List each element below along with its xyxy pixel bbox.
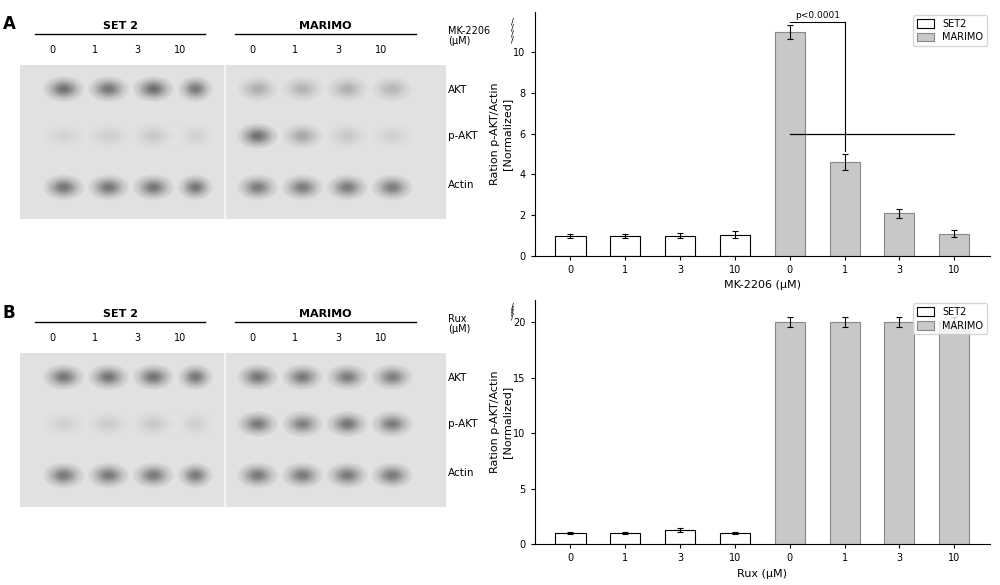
Text: 10: 10 [174, 333, 186, 343]
Text: /: / [511, 18, 514, 26]
Text: p-AKT: p-AKT [448, 131, 478, 141]
Text: 10: 10 [174, 44, 186, 54]
Text: MARIMO: MARIMO [299, 21, 352, 31]
Text: MK-2206: MK-2206 [448, 26, 490, 36]
Bar [555, 236, 586, 256]
Text: SET 2: SET 2 [103, 21, 138, 31]
Text: /: / [511, 36, 514, 44]
Text: A: A [2, 15, 15, 33]
Text: Rux: Rux [448, 314, 467, 325]
Text: 10: 10 [374, 44, 387, 54]
Text: 0: 0 [250, 333, 256, 343]
Bar [720, 235, 750, 256]
Text: 10: 10 [374, 333, 387, 343]
Text: MARIMO: MARIMO [299, 309, 352, 319]
Text: /: / [511, 302, 514, 311]
Bar [884, 213, 914, 256]
Text: B: B [2, 304, 15, 322]
Text: /: / [511, 23, 514, 33]
Text: /: / [511, 305, 514, 314]
Bar [830, 322, 860, 544]
Text: /: / [511, 309, 514, 318]
Text: 1: 1 [92, 333, 98, 343]
Text: /: / [511, 312, 514, 321]
Bar [555, 533, 586, 544]
Text: Actin: Actin [448, 468, 475, 478]
Y-axis label: Ration p-AKT/Actin
[Normalized]: Ration p-AKT/Actin [Normalized] [490, 82, 512, 185]
Bar [610, 533, 640, 544]
Text: Actin: Actin [448, 180, 475, 190]
Bar [665, 236, 695, 256]
Text: (μM): (μM) [448, 324, 471, 334]
Text: 1: 1 [92, 44, 98, 54]
Text: 0: 0 [250, 44, 256, 54]
Text: AKT: AKT [448, 373, 468, 383]
Text: 0: 0 [50, 333, 56, 343]
Y-axis label: Ration p-AKT/Actin
[Normalized]: Ration p-AKT/Actin [Normalized] [490, 371, 512, 473]
Text: 1: 1 [292, 44, 299, 54]
Bar [775, 322, 805, 544]
Text: 3: 3 [335, 44, 341, 54]
Bar [884, 322, 914, 544]
Bar [939, 322, 969, 544]
Text: AKT: AKT [448, 85, 468, 95]
Text: 3: 3 [135, 333, 141, 343]
Text: 0: 0 [50, 44, 56, 54]
Bar [610, 236, 640, 256]
Text: p-AKT: p-AKT [448, 419, 478, 429]
Text: /: / [511, 30, 514, 39]
Text: SET 2: SET 2 [103, 309, 138, 319]
Text: p<0.0001: p<0.0001 [795, 11, 840, 20]
Text: 3: 3 [135, 44, 141, 54]
X-axis label: Rux (μM): Rux (μM) [737, 569, 787, 579]
Text: 1: 1 [292, 333, 299, 343]
Bar [720, 533, 750, 544]
Bar [775, 32, 805, 256]
Legend: SET2, MARIMO: SET2, MARIMO [913, 15, 987, 46]
Text: (μM): (μM) [448, 36, 471, 46]
Bar [939, 233, 969, 256]
Bar [665, 529, 695, 544]
Text: 3: 3 [335, 333, 341, 343]
X-axis label: MK-2206 (μM): MK-2206 (μM) [724, 280, 801, 291]
Bar [830, 162, 860, 256]
Legend: SET2, MARIMO: SET2, MARIMO [913, 303, 987, 335]
